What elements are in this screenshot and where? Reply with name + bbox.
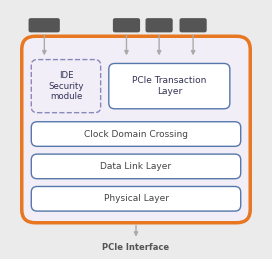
Text: Clock Domain Crossing: Clock Domain Crossing [84, 130, 188, 139]
Text: Data Link Layer: Data Link Layer [100, 162, 172, 171]
FancyBboxPatch shape [180, 18, 207, 32]
FancyBboxPatch shape [31, 60, 101, 113]
FancyBboxPatch shape [22, 36, 250, 223]
Text: Physical Layer: Physical Layer [104, 194, 168, 203]
FancyBboxPatch shape [31, 186, 241, 211]
FancyBboxPatch shape [113, 18, 140, 32]
Text: PCIe Transaction
Layer: PCIe Transaction Layer [132, 76, 206, 96]
Text: IDE
Security
module: IDE Security module [48, 71, 84, 101]
FancyBboxPatch shape [31, 122, 241, 146]
FancyBboxPatch shape [109, 63, 230, 109]
FancyBboxPatch shape [146, 18, 173, 32]
FancyBboxPatch shape [31, 154, 241, 179]
Text: PCIe Interface: PCIe Interface [103, 243, 169, 252]
FancyBboxPatch shape [29, 18, 60, 32]
